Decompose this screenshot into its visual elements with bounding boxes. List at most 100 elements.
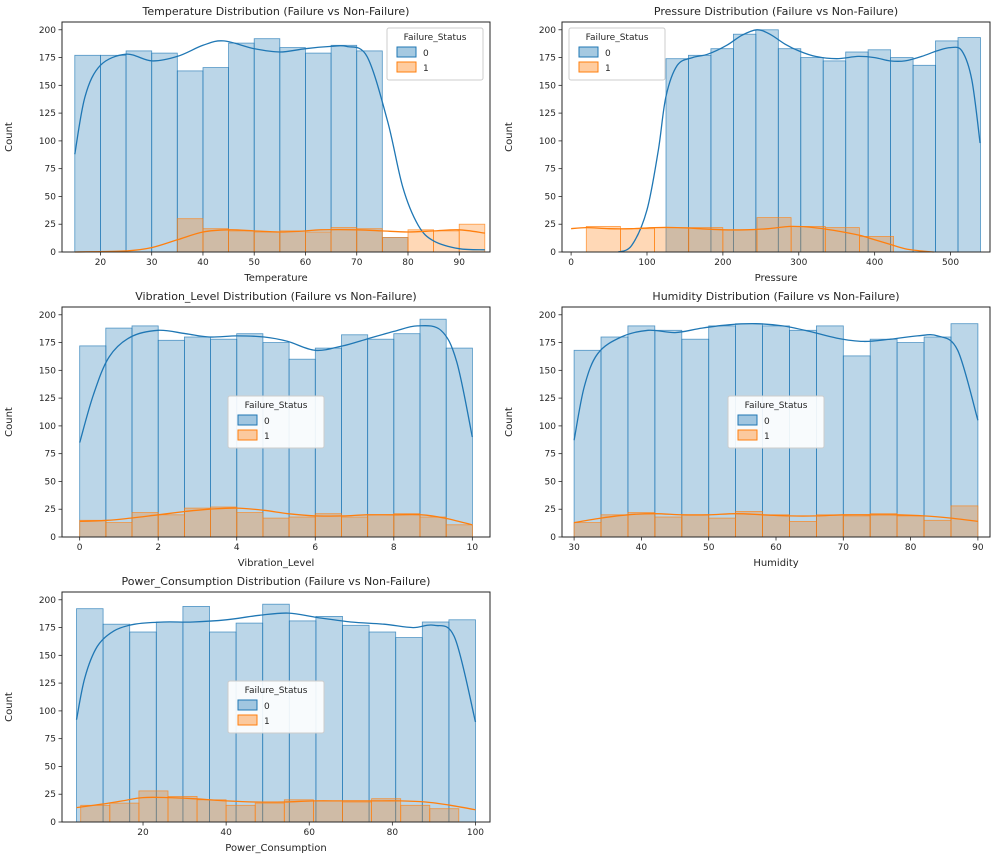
empty-cell bbox=[500, 570, 1000, 855]
svg-text:0: 0 bbox=[550, 533, 556, 543]
svg-text:125: 125 bbox=[39, 679, 56, 689]
svg-text:2: 2 bbox=[155, 543, 161, 553]
legend-label-0: 0 bbox=[423, 49, 429, 59]
kde-curve-status-0 bbox=[74, 40, 485, 251]
kde-curve-status-1 bbox=[76, 796, 476, 811]
svg-text:125: 125 bbox=[539, 394, 556, 404]
svg-text:40: 40 bbox=[197, 258, 209, 268]
legend-swatch-1 bbox=[578, 61, 599, 73]
svg-text:100: 100 bbox=[539, 422, 556, 432]
svg-text:90: 90 bbox=[972, 543, 984, 553]
svg-text:100: 100 bbox=[39, 422, 56, 432]
svg-text:75: 75 bbox=[45, 735, 56, 745]
chart-title: Temperature Distribution (Failure vs Non… bbox=[142, 5, 410, 18]
temperature-plot-area: 20 30 40 50 60 70 80 90 0 25 50 75 100 125 150 175 200 Fa… bbox=[39, 21, 491, 268]
subplot-humidity: Humidity Distribution (Failure vs Non-Fa… bbox=[500, 285, 1000, 570]
svg-text:0: 0 bbox=[50, 248, 56, 258]
svg-text:100: 100 bbox=[467, 828, 484, 838]
subplot-temperature: Temperature Distribution (Failure vs Non… bbox=[0, 0, 500, 285]
histogram-bars-status-0 bbox=[665, 29, 981, 253]
legend: Failure_Status 0 1 bbox=[386, 27, 484, 81]
kde-curve-status-1 bbox=[79, 507, 473, 526]
svg-text:6: 6 bbox=[312, 543, 318, 553]
svg-text:25: 25 bbox=[545, 220, 556, 230]
chart-title: Vibration_Level Distribution (Failure vs… bbox=[135, 290, 417, 303]
legend-swatch-0 bbox=[578, 46, 599, 58]
y-axis-ticks: 0 25 50 75 100 125 150 175 200 bbox=[539, 26, 562, 258]
svg-text:200: 200 bbox=[539, 311, 556, 321]
svg-text:70: 70 bbox=[351, 258, 363, 268]
svg-text:20: 20 bbox=[137, 828, 149, 838]
svg-text:25: 25 bbox=[45, 505, 56, 515]
histogram-bars-status-1 bbox=[573, 505, 979, 538]
legend: Failure_Status 0 1 bbox=[727, 395, 825, 449]
svg-text:75: 75 bbox=[45, 450, 56, 460]
axes-box bbox=[61, 306, 491, 538]
kde-curve-status-0 bbox=[79, 324, 473, 443]
legend: Failure_Status 0 1 bbox=[227, 680, 325, 734]
histogram-bars-status-1 bbox=[176, 218, 486, 253]
svg-text:0: 0 bbox=[50, 533, 56, 543]
x-axis-label: Vibration_Level bbox=[237, 558, 315, 569]
kde-curve-status-1 bbox=[573, 513, 978, 524]
svg-text:150: 150 bbox=[539, 366, 556, 376]
pressure-plot-area: 0 100 200 300 400 500 0 25 50 75 100 125 150 175 200 Fa… bbox=[539, 21, 991, 268]
legend-swatch-0 bbox=[396, 46, 417, 58]
svg-text:300: 300 bbox=[790, 258, 807, 268]
y-axis-ticks: 0 25 50 75 100 125 150 175 200 bbox=[39, 26, 62, 258]
legend-title: Failure_Status bbox=[745, 401, 808, 411]
humidity-plot-area: 30 40 50 60 70 80 90 0 25 50 75 100 125 150 175 200 Fail… bbox=[539, 306, 991, 553]
vibration-plot-area: 0 2 4 6 8 100255075100125150175200Failure_Sta… bbox=[39, 306, 491, 553]
histogram-bars-status-0 bbox=[76, 603, 476, 823]
svg-text:500: 500 bbox=[942, 258, 959, 268]
svg-text:25: 25 bbox=[545, 505, 556, 515]
svg-text:30: 30 bbox=[568, 543, 580, 553]
svg-text:40: 40 bbox=[636, 543, 648, 553]
svg-text:400: 400 bbox=[866, 258, 883, 268]
svg-text:100: 100 bbox=[539, 137, 556, 147]
svg-text:80: 80 bbox=[402, 258, 414, 268]
svg-text:200: 200 bbox=[39, 596, 56, 606]
chart-title: Humidity Distribution (Failure vs Non-Fa… bbox=[652, 290, 900, 303]
svg-text:4: 4 bbox=[234, 543, 240, 553]
x-axis-label: Power_Consumption bbox=[225, 843, 327, 854]
svg-text:150: 150 bbox=[39, 651, 56, 661]
legend-label-0: 0 bbox=[605, 49, 611, 59]
svg-text:100: 100 bbox=[39, 137, 56, 147]
svg-text:100: 100 bbox=[638, 258, 655, 268]
svg-text:50: 50 bbox=[45, 762, 57, 772]
y-axis-ticks: 0 25 50 75 100 125 150 175 200 bbox=[539, 311, 562, 543]
svg-text:30: 30 bbox=[146, 258, 158, 268]
svg-text:150: 150 bbox=[539, 81, 556, 91]
svg-text:75: 75 bbox=[545, 165, 556, 175]
x-axis-ticks: 30 40 50 60 70 80 90 bbox=[568, 537, 984, 553]
svg-text:125: 125 bbox=[39, 109, 56, 119]
x-axis-ticks: 0 100 200 300 400 500 bbox=[568, 252, 959, 268]
svg-text:70: 70 bbox=[838, 543, 850, 553]
svg-text:50: 50 bbox=[703, 543, 715, 553]
x-axis-ticks: 0 2 4 6 8 10 bbox=[77, 537, 478, 553]
svg-text:25: 25 bbox=[45, 220, 56, 230]
svg-text:60: 60 bbox=[770, 543, 782, 553]
legend-swatch-1 bbox=[237, 714, 258, 726]
axes-box bbox=[61, 21, 491, 253]
svg-text:125: 125 bbox=[39, 394, 56, 404]
legend-title: Failure_Status bbox=[404, 33, 467, 43]
svg-text:80: 80 bbox=[387, 828, 399, 838]
svg-text:60: 60 bbox=[300, 258, 312, 268]
svg-text:0: 0 bbox=[77, 543, 83, 553]
legend-label-1: 1 bbox=[264, 432, 270, 442]
histogram-bars-status-1 bbox=[80, 790, 460, 823]
x-axis-label: Pressure bbox=[754, 273, 798, 284]
kde-curve-status-0 bbox=[617, 29, 981, 253]
subplot-vibration-level: Vibration_Level Distribution (Failure vs… bbox=[0, 285, 500, 570]
svg-text:50: 50 bbox=[248, 258, 260, 268]
legend-swatch-1 bbox=[237, 429, 258, 441]
legend-label-0: 0 bbox=[264, 702, 270, 712]
svg-text:8: 8 bbox=[391, 543, 397, 553]
svg-text:175: 175 bbox=[39, 624, 56, 634]
legend-label-1: 1 bbox=[423, 64, 429, 74]
svg-text:200: 200 bbox=[539, 26, 556, 36]
y-axis-ticks: 0 25 50 75 100 125 150 175 200 bbox=[39, 311, 62, 543]
